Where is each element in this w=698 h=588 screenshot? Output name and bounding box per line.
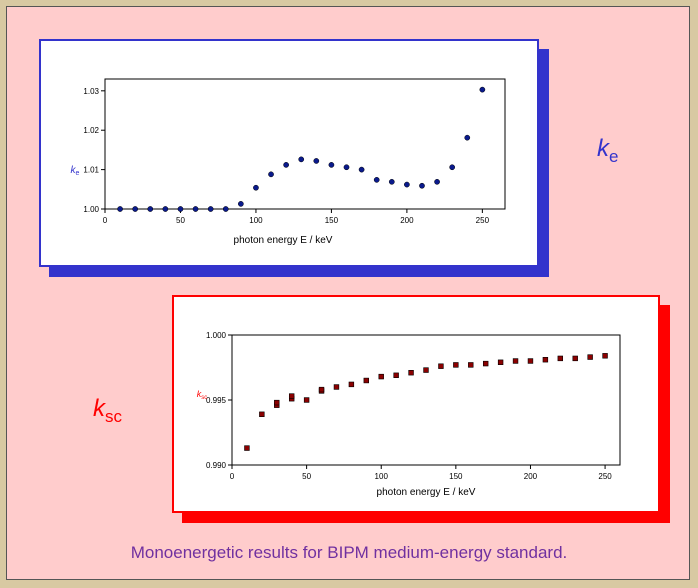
c2-data-point bbox=[318, 386, 325, 393]
c1-data-point bbox=[147, 206, 154, 212]
c1-data-point bbox=[283, 162, 289, 168]
c1-data-point bbox=[358, 166, 365, 173]
c2-data-point bbox=[557, 355, 564, 362]
c1-data-point bbox=[222, 206, 229, 212]
c2-data-point bbox=[572, 355, 578, 362]
c2-x-tick-label: 50 bbox=[302, 472, 311, 481]
ke-axes bbox=[104, 78, 506, 210]
c2-data-point bbox=[408, 370, 414, 376]
c1-y-tick-label: 1.01 bbox=[83, 166, 99, 175]
c2-data-point bbox=[303, 397, 310, 403]
c2-data-point bbox=[527, 358, 534, 364]
c1-x-tick-label: 250 bbox=[476, 216, 490, 225]
c2-data-point bbox=[288, 393, 295, 399]
slide-caption: Monoenergetic results for BIPM medium-en… bbox=[130, 543, 568, 562]
ke-chart: 0 50 100 150 200 250 1.00 1.01 1.02 1.03 ke photo… bbox=[71, 78, 506, 246]
c2-x-tick-label: 0 bbox=[230, 472, 235, 481]
ke-y-axis-label: ke bbox=[71, 165, 80, 177]
c1-data-point bbox=[404, 181, 410, 188]
c1-data-point bbox=[449, 164, 456, 171]
c2-data-point bbox=[468, 362, 474, 368]
ksc-symbol: k bbox=[93, 395, 105, 422]
c2-data-point bbox=[244, 445, 250, 451]
c1-data-point bbox=[298, 156, 305, 163]
c1-data-point bbox=[177, 206, 184, 212]
c1-y-tick-label: 1.03 bbox=[83, 87, 99, 96]
c1-data-point bbox=[117, 206, 123, 212]
c1-data-point bbox=[192, 206, 199, 212]
ke-x-axis-label: photon energy E / keV bbox=[234, 235, 333, 246]
c1-x-tick-label: 150 bbox=[325, 216, 339, 225]
c1-x-tick-label: 50 bbox=[176, 216, 185, 225]
c1-data-point bbox=[388, 178, 395, 185]
c1-x-tick-label: 200 bbox=[400, 216, 414, 225]
c1-x-tick-label: 0 bbox=[103, 216, 108, 225]
c2-data-point bbox=[602, 353, 608, 359]
c2-data-point bbox=[587, 354, 593, 360]
c2-data-point bbox=[453, 362, 459, 368]
c1-data-point bbox=[343, 164, 350, 171]
c1-data-point bbox=[479, 86, 486, 93]
c2-data-point bbox=[512, 358, 519, 364]
c1-plot-frame bbox=[104, 78, 506, 210]
c2-x-tick-label: 200 bbox=[524, 472, 538, 481]
c2-data-point bbox=[333, 384, 340, 390]
c2-x-tick-label: 250 bbox=[598, 472, 612, 481]
c2-data-point bbox=[423, 367, 429, 373]
c1-data-point bbox=[328, 162, 335, 168]
c2-data-point bbox=[274, 399, 280, 406]
c2-data-point bbox=[497, 359, 504, 366]
c2-y-tick-label: 0.995 bbox=[206, 396, 227, 405]
c1-data-point bbox=[207, 206, 214, 212]
c1-x-tick-label: 100 bbox=[249, 216, 263, 225]
c2-x-tick-label: 100 bbox=[375, 472, 389, 481]
ksc-subscript: sc bbox=[105, 406, 122, 426]
ke-chart-card: 0 50 100 150 200 250 1.00 1.01 1.02 1.03 ke photo… bbox=[39, 39, 539, 267]
c1-y-tick-label: 1.00 bbox=[83, 205, 99, 214]
c2-y-tick-label: 0.990 bbox=[206, 461, 227, 470]
c2-data-point bbox=[393, 372, 399, 379]
c1-data-point bbox=[268, 171, 274, 178]
ke-symbol: k bbox=[597, 135, 609, 162]
ksc-series bbox=[244, 353, 608, 451]
c1-data-point bbox=[464, 134, 471, 141]
c1-data-point bbox=[132, 206, 139, 212]
c1-data-point bbox=[373, 176, 380, 183]
c2-data-point bbox=[438, 363, 444, 369]
c1-data-point bbox=[434, 178, 440, 185]
ksc-ticks: 0 50 100 150 200 250 0.990 0.995 1.000 bbox=[206, 331, 612, 481]
c1-data-point bbox=[419, 182, 425, 189]
c2-data-point bbox=[482, 360, 489, 367]
ke-subscript: e bbox=[609, 146, 619, 166]
ke-side-label: ke bbox=[597, 135, 618, 167]
ksc-y-axis-label: ksc bbox=[197, 389, 208, 401]
c1-data-point bbox=[253, 184, 259, 191]
c2-y-tick-label: 1.000 bbox=[206, 331, 227, 340]
ksc-chart-card: 0 50 100 150 200 250 0.990 0.995 1.000 ksc photo… bbox=[172, 295, 660, 513]
c1-y-tick-label: 1.02 bbox=[83, 126, 99, 135]
c2-data-point bbox=[378, 373, 384, 380]
c1-data-point bbox=[313, 158, 320, 164]
c2-data-point bbox=[363, 377, 370, 384]
ksc-side-label: ksc bbox=[93, 395, 122, 427]
ke-ticks: 0 50 100 150 200 250 1.00 1.01 1.02 1.03 bbox=[83, 87, 489, 225]
c1-data-point bbox=[162, 206, 169, 212]
ke-series bbox=[117, 86, 486, 212]
c2-data-point bbox=[542, 356, 549, 363]
ksc-x-axis-label: photon energy E / keV bbox=[377, 487, 476, 498]
slide-panel: 0 50 100 150 200 250 1.00 1.01 1.02 1.03 ke photo… bbox=[6, 6, 690, 580]
ksc-chart: 0 50 100 150 200 250 0.990 0.995 1.000 ksc photo… bbox=[197, 331, 621, 498]
c1-data-point bbox=[237, 201, 244, 207]
c2-data-point bbox=[259, 411, 265, 418]
c2-x-tick-label: 150 bbox=[449, 472, 463, 481]
c2-data-point bbox=[348, 381, 355, 388]
